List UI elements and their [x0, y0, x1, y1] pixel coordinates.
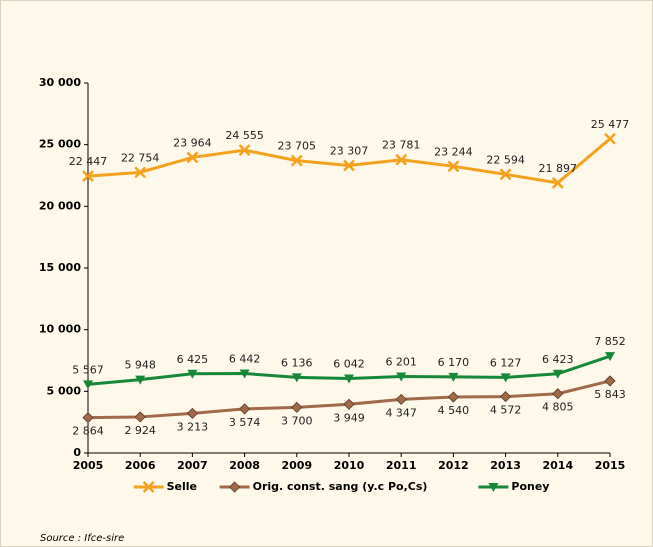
marker [239, 369, 250, 379]
marker [291, 373, 302, 383]
data-label: 23 705 [278, 140, 317, 153]
marker [552, 388, 564, 400]
data-label: 2 924 [124, 424, 156, 437]
marker [343, 159, 355, 172]
y-tick-label: 20 000 [39, 199, 81, 212]
x-tick-label: 2007 [177, 459, 208, 472]
data-label: 4 540 [438, 404, 470, 417]
data-label: 4 805 [542, 401, 574, 414]
data-label: 23 244 [434, 145, 473, 158]
data-label: 6 042 [333, 357, 365, 370]
marker [395, 153, 408, 166]
marker [142, 481, 155, 493]
data-label: 6 136 [281, 356, 313, 369]
marker [396, 372, 407, 382]
marker [395, 393, 407, 405]
data-label: 6 201 [385, 356, 417, 369]
marker [344, 374, 354, 384]
legend-label: Selle [167, 480, 197, 493]
marker [604, 375, 616, 387]
legend-item: Orig. const. sang (y.c Po,Cs) [219, 480, 428, 493]
y-tick-label: 0 [73, 446, 81, 459]
marker [134, 411, 146, 423]
x-tick-label: 2010 [334, 459, 365, 472]
legend-label: Orig. const. sang (y.c Po,Cs) [253, 480, 428, 493]
data-label: 22 594 [486, 153, 525, 166]
data-label: 22 447 [69, 155, 108, 168]
source: Source : Ifce-sire [40, 533, 124, 544]
data-label: 4 572 [490, 404, 522, 417]
data-label: 6 127 [490, 356, 522, 369]
x-tick-label: 2011 [386, 459, 417, 472]
data-label: 7 852 [594, 335, 626, 348]
marker [447, 160, 460, 173]
data-label: 6 423 [542, 353, 574, 366]
data-label: 6 442 [229, 353, 261, 366]
data-label: 23 964 [173, 136, 212, 149]
x-tick-label: 2015 [595, 459, 626, 472]
y-tick-label: 10 000 [39, 323, 81, 336]
marker [551, 177, 564, 189]
x-tick-label: 2009 [281, 459, 312, 472]
marker [448, 372, 459, 382]
data-label: 25 477 [591, 118, 630, 131]
data-label: 4 347 [385, 406, 417, 419]
x-tick-label: 2014 [542, 459, 573, 472]
marker [291, 401, 303, 413]
data-label: 3 949 [333, 411, 365, 424]
legend-item: Selle [133, 480, 197, 493]
x-tick-label: 2012 [438, 459, 469, 472]
data-label: 6 425 [177, 353, 209, 366]
data-label: 23 307 [330, 145, 369, 158]
marker [488, 483, 499, 492]
marker [186, 407, 198, 419]
data-label: 24 555 [225, 129, 264, 142]
data-label: 21 897 [539, 162, 578, 175]
y-tick-label: 5 000 [47, 384, 82, 397]
marker [186, 151, 199, 164]
legend-label: Poney [511, 480, 549, 493]
marker [134, 166, 147, 179]
marker [83, 380, 93, 390]
marker [187, 369, 198, 379]
data-label: 5 843 [594, 388, 626, 401]
marker [500, 391, 512, 403]
data-label: 3 574 [229, 416, 261, 429]
data-label: 3 213 [177, 420, 209, 433]
marker [447, 391, 459, 403]
marker [82, 170, 94, 183]
marker [82, 412, 94, 424]
marker [499, 168, 512, 181]
x-tick-label: 2013 [490, 459, 521, 472]
legend-item: Poney [478, 480, 549, 493]
marker [238, 144, 251, 157]
y-tick-label: 25 000 [39, 138, 81, 151]
y-tick-label: 15 000 [39, 261, 81, 274]
data-label: 5 948 [124, 359, 156, 372]
x-tick-label: 2008 [229, 459, 260, 472]
marker [604, 132, 616, 145]
data-label: 5 567 [72, 363, 104, 376]
marker [229, 481, 241, 493]
data-label: 6 170 [438, 356, 470, 369]
data-label: 2 864 [72, 425, 104, 438]
marker [500, 373, 511, 383]
marker [290, 154, 303, 167]
marker [135, 375, 146, 385]
y-tick-label: 30 000 [39, 76, 81, 89]
x-tick-label: 2006 [125, 459, 156, 472]
x-tick-label: 2005 [73, 459, 104, 472]
data-label: 23 781 [382, 139, 421, 152]
marker [552, 369, 563, 379]
data-label: 3 700 [281, 414, 313, 427]
marker [605, 352, 615, 362]
data-label: 22 754 [121, 151, 160, 164]
marker [239, 403, 251, 415]
marker [343, 398, 355, 410]
